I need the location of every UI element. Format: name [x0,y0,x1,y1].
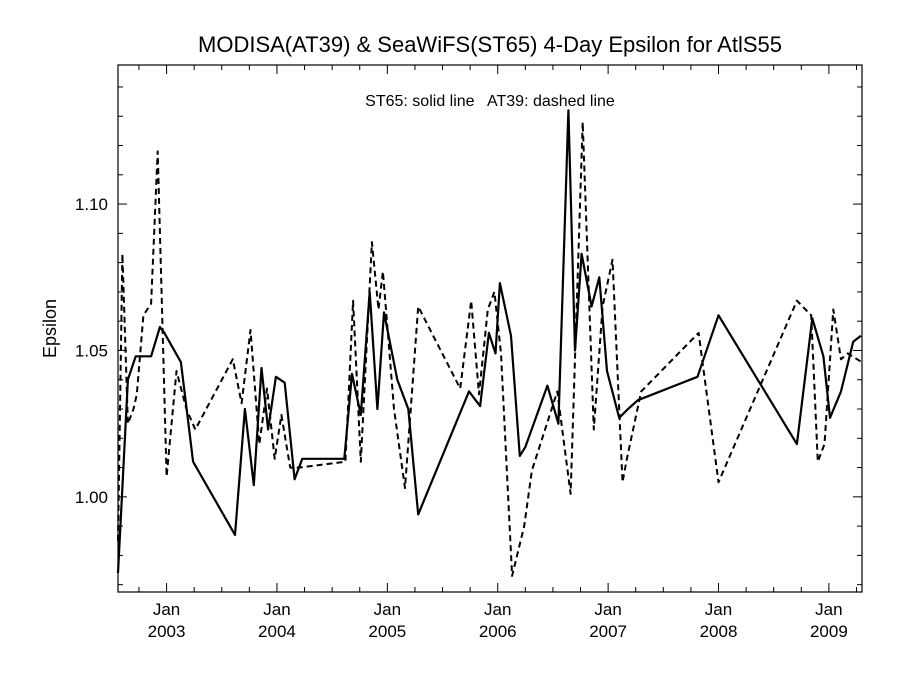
line-style-annotation: ST65: solid line AT39: dashed line [365,93,615,110]
x-tick-label-month: Jan [594,600,621,619]
x-tick-label-month: Jan [705,600,732,619]
axis-ticks [118,65,862,592]
x-tick-label-month: Jan [815,600,842,619]
y-tick-label: 1.10 [75,195,108,214]
x-tick-label-year: 2006 [479,622,517,641]
x-tick-label-year: 2003 [148,622,186,641]
chart-title: MODISA(AT39) & SeaWiFS(ST65) 4-Day Epsil… [198,32,782,57]
x-tick-label-year: 2008 [700,622,738,641]
series-layer [116,109,863,577]
x-tick-label-year: 2005 [368,622,406,641]
y-tick-label: 1.05 [75,341,108,360]
y-tick-label: 1.00 [75,488,108,507]
plot-frame [117,64,863,593]
x-tick-label-month: Jan [484,600,511,619]
x-tick-label-year: 2004 [258,622,296,641]
y-axis-label: Epsilon [40,299,60,358]
x-tick-label-month: Jan [263,600,290,619]
series-line-st65 [116,109,862,574]
x-tick-label-month: Jan [374,600,401,619]
series-line-at39 [117,121,863,577]
x-tick-label-year: 2007 [589,622,627,641]
axis-tick-labels: 1.00 1.05 1.10 Jan 2003 Jan 2004 Jan 2005 Jan 2006… [75,195,848,641]
x-tick-label-month: Jan [153,600,180,619]
x-tick-label-year: 2009 [810,622,848,641]
